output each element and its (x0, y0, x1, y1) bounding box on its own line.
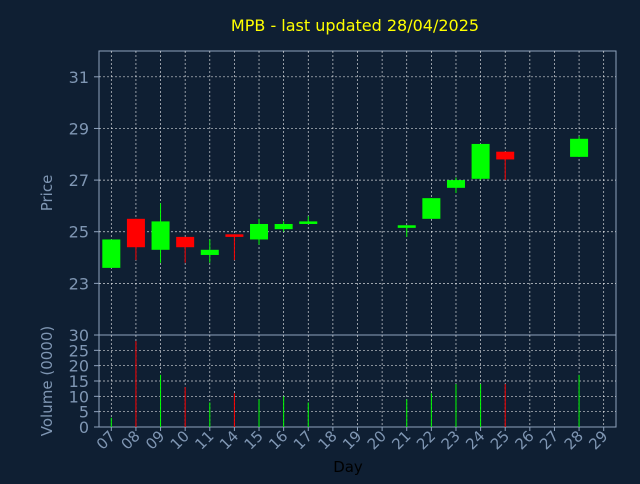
candle-25 (496, 151, 515, 181)
candle-15 (250, 218, 269, 245)
price-tick-label: 27 (69, 171, 89, 190)
candle-16 (274, 221, 293, 232)
price-gridlines (99, 51, 616, 335)
volume-tick-label: 25 (69, 341, 89, 360)
volume-tick-label: 20 (69, 357, 89, 376)
x-tick-label-14: 14 (216, 427, 242, 453)
candles (102, 136, 589, 268)
x-tick-label-22: 22 (413, 427, 439, 453)
candle-body (200, 249, 219, 255)
x-tick-label-24: 24 (462, 427, 488, 453)
candle-body (250, 223, 269, 240)
x-axis-label: Day (333, 458, 363, 476)
volume-axis-label: Volume (0000) (38, 326, 56, 436)
volume-tick-label: 10 (69, 387, 89, 406)
candle-body (496, 151, 515, 160)
candle-23 (446, 177, 465, 193)
x-tick-label-16: 16 (265, 427, 291, 453)
volume-tick-label: 5 (79, 403, 89, 422)
x-tick-label-25: 25 (487, 427, 513, 453)
volume-tick-label: 30 (69, 326, 89, 345)
candle-08 (126, 218, 145, 261)
candle-body (102, 239, 121, 268)
x-tick-label-18: 18 (314, 427, 340, 453)
x-tick-label-27: 27 (536, 427, 562, 453)
candle-body (176, 236, 195, 248)
volume-gridlines (99, 335, 616, 427)
candle-body (570, 138, 589, 157)
candle-body (151, 221, 170, 250)
candle-22 (422, 198, 441, 219)
price-panel: 23 25 27 29 31 Price (38, 50, 617, 336)
candle-17 (299, 216, 318, 224)
x-tick-label-10: 10 (167, 427, 193, 453)
candle-body (471, 143, 490, 179)
candle-07 (102, 239, 121, 268)
x-axis-ticks: 0708091011141516171819202122232425262728… (93, 427, 612, 453)
x-tick-label-07: 07 (93, 427, 119, 453)
x-tick-label-23: 23 (438, 427, 464, 453)
price-axis-label: Price (38, 175, 56, 212)
price-tick-label: 29 (69, 119, 89, 138)
candle-body (299, 221, 318, 224)
price-y-ticks: 23 25 27 29 31 (69, 68, 99, 293)
x-tick-label-29: 29 (585, 427, 611, 453)
candle-body (422, 198, 441, 219)
candle-21 (397, 225, 416, 237)
candle-14 (225, 234, 244, 261)
candle-body (446, 180, 465, 188)
x-tick-label-26: 26 (511, 427, 537, 453)
candle-body (126, 218, 145, 248)
x-tick-label-28: 28 (561, 427, 587, 453)
candle-body (225, 234, 244, 237)
candle-28 (570, 136, 589, 157)
volume-tick-label: 0 (79, 418, 89, 437)
price-tick-label: 31 (69, 68, 89, 87)
x-tick-label-09: 09 (142, 427, 168, 453)
x-tick-label-19: 19 (339, 427, 365, 453)
x-tick-label-15: 15 (241, 427, 267, 453)
volume-bars (110, 341, 580, 427)
x-tick-label-08: 08 (118, 427, 144, 453)
candle-body (274, 223, 293, 230)
chart-title: MPB - last updated 28/04/2025 (231, 16, 479, 35)
x-tick-label-11: 11 (191, 427, 217, 453)
x-tick-label-21: 21 (388, 427, 414, 453)
price-tick-label: 25 (69, 223, 89, 242)
candle-body (397, 225, 416, 228)
x-tick-label-17: 17 (290, 427, 316, 453)
candle-11 (200, 239, 219, 263)
candle-24 (471, 143, 490, 181)
x-tick-label-20: 20 (364, 427, 390, 453)
price-tick-label: 23 (69, 274, 89, 293)
candle-10 (176, 236, 195, 263)
volume-tick-label: 15 (69, 372, 89, 391)
candle-09 (151, 203, 170, 263)
